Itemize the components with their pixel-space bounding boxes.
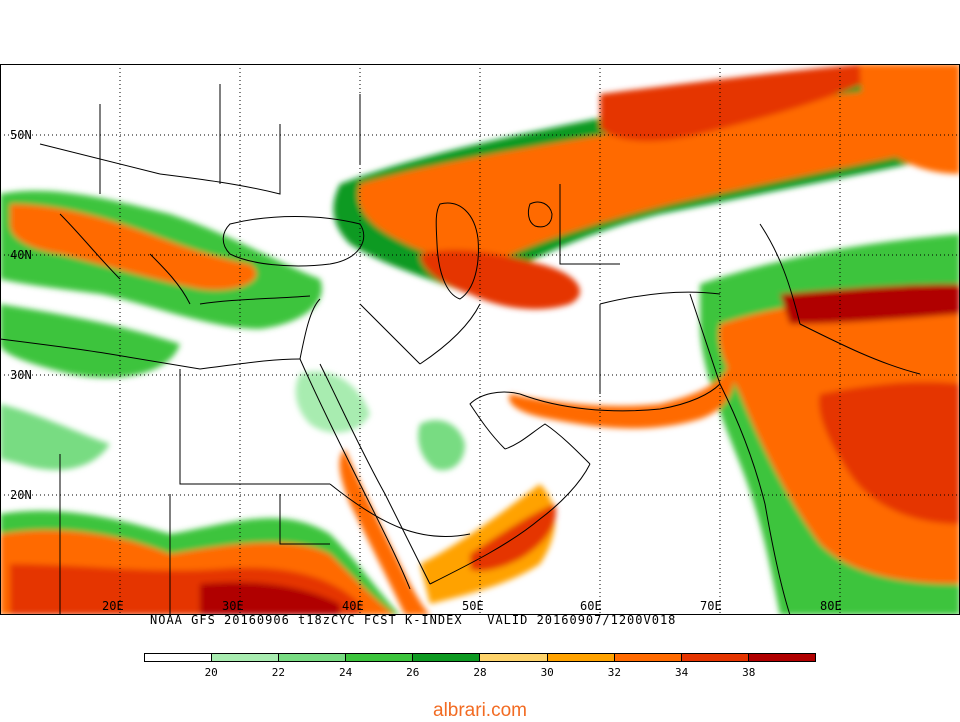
legend-swatch [613,654,681,661]
legend-swatch [211,654,279,661]
legend-tick-label: 22 [271,666,286,679]
legend-tick-label: 24 [338,666,353,679]
legend-swatch [747,654,815,661]
legend-swatch [546,654,614,661]
lon-label-60e: 60E [580,599,602,613]
legend-swatch [145,654,212,661]
lon-labels: 20E 30E 40E 50E 60E 70E 80E [102,599,842,613]
lat-label-40n: 40N [10,248,32,262]
legend-swatch [278,654,346,661]
legend-swatch [412,654,480,661]
map-canvas: 50N 40N 30N 20N 20E 30E 40E 50E 60E 70E … [0,64,960,615]
color-legend-bar [144,653,816,662]
lat-label-30n: 30N [10,368,32,382]
legend-swatch [479,654,547,661]
caption-model: NOAA GFS [150,613,216,627]
lon-label-80e: 80E [820,599,842,613]
lat-labels: 50N 40N 30N 20N [10,128,32,502]
lat-lon-grid [0,64,960,615]
forecast-caption: NOAA GFS 20160906 t18zCYC FCST K-INDEX V… [150,613,676,627]
legend-swatch [680,654,748,661]
lon-label-30e: 30E [222,599,244,613]
lon-label-50e: 50E [462,599,484,613]
country-boundaries [0,84,921,615]
legend-tick-label: 20 [204,666,218,679]
lat-label-20n: 20N [10,488,32,502]
lon-label-70e: 70E [700,599,722,613]
legend-tick-label: 38 [742,666,756,679]
lat-label-50n: 50N [10,128,32,142]
watermark-text: albrari.com [433,700,527,721]
legend-tick-label: 32 [607,666,622,679]
legend-tick-label: 28 [473,666,487,679]
caption-valid: VALID 20160907/1200V018 [487,613,677,627]
lon-label-20e: 20E [102,599,124,613]
legend-swatch [345,654,413,661]
forecast-map: 50N 40N 30N 20N 20E 30E 40E 50E 60E 70E … [0,64,960,615]
caption-run: 20160906 t18zCYC FCST K-INDEX [224,613,463,627]
legend-tick-label: 34 [674,666,689,679]
lon-label-40e: 40E [342,599,364,613]
color-legend-ticks: 20 22 24 26 28 30 32 34 38 [144,666,816,680]
legend-tick-label: 26 [406,666,420,679]
legend-tick-label: 30 [540,666,554,679]
